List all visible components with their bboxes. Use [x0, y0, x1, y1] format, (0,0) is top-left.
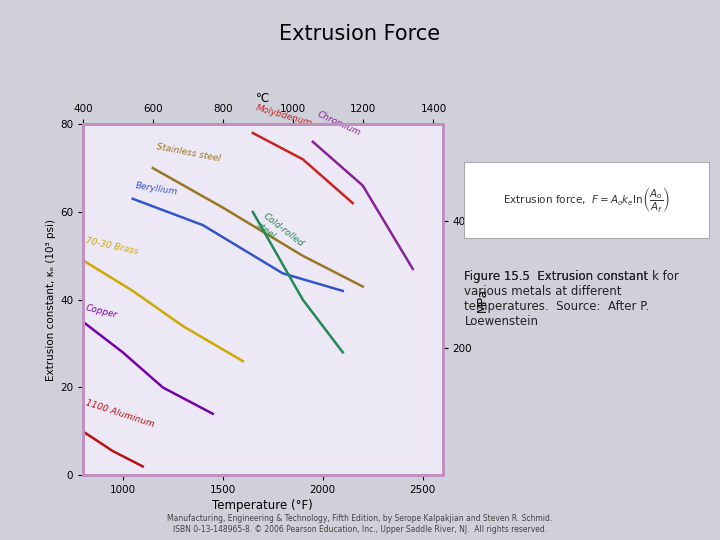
Text: 1100 Aluminum: 1100 Aluminum: [85, 399, 156, 429]
Text: Molybdenum: Molybdenum: [255, 104, 313, 129]
Text: 70-30 Brass: 70-30 Brass: [84, 236, 139, 256]
Text: Beryllium: Beryllium: [135, 181, 179, 197]
Text: Extrusion force,  $F = A_o k_e \ln\!\left(\dfrac{A_o}{A_f}\right)$: Extrusion force, $F = A_o k_e \ln\!\left…: [503, 185, 670, 214]
Text: Chromium: Chromium: [316, 109, 362, 137]
Text: Manufacturing, Engineering & Technology, Fifth Edition, by Serope Kalpakjian and: Manufacturing, Engineering & Technology,…: [167, 514, 553, 534]
Text: Stainless steel: Stainless steel: [156, 143, 222, 164]
Text: Copper: Copper: [84, 303, 118, 320]
X-axis label: °C: °C: [256, 92, 270, 105]
Y-axis label: MPa: MPa: [477, 288, 490, 312]
Text: Extrusion Force: Extrusion Force: [279, 24, 441, 44]
Text: Cold-rolled
steel: Cold-rolled steel: [255, 212, 305, 257]
Y-axis label: Extrusion constant, κₑ (10³ psi): Extrusion constant, κₑ (10³ psi): [46, 219, 55, 381]
Text: Figure 15.5  Extrusion constant k for
various metals at different
temperatures. : Figure 15.5 Extrusion constant k for var…: [464, 270, 679, 328]
X-axis label: Temperature (°F): Temperature (°F): [212, 499, 313, 512]
Text: Figure 15.5  Extrusion constant: Figure 15.5 Extrusion constant: [464, 270, 652, 283]
